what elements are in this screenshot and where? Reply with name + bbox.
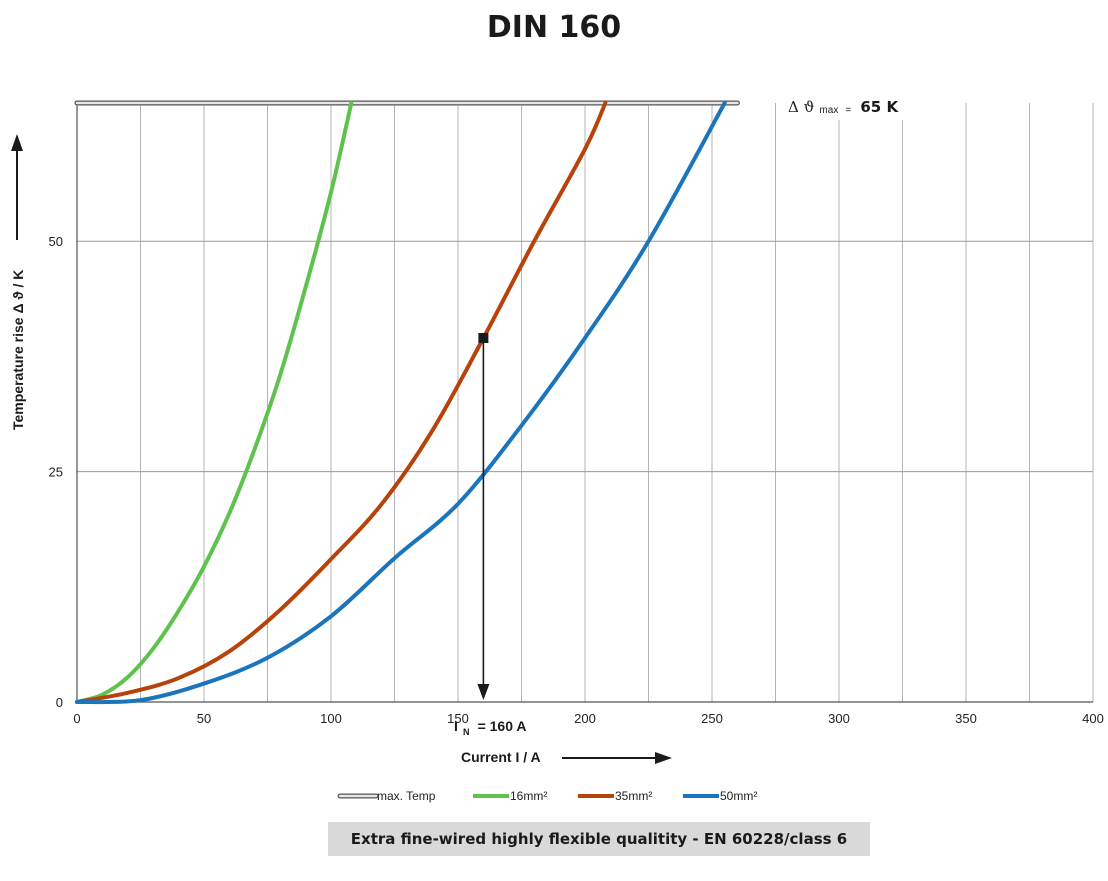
footer-note: Extra fine-wired highly flexible qualiti… [328, 822, 870, 856]
legend-label: 35mm² [615, 789, 652, 803]
x-tick-label: 150 [447, 711, 469, 726]
max-temp-label-bg [778, 96, 904, 120]
series-lines [74, 100, 740, 705]
max-temp-symbol: Δ ϑ [788, 98, 815, 116]
y-tick-label: 50 [49, 234, 63, 249]
x-tick-label: 0 [73, 711, 80, 726]
max-temp-value: 65 K [860, 98, 899, 116]
x-tick-label: 100 [320, 711, 342, 726]
chart-title: DIN 160 [487, 10, 621, 45]
legend-label: 16mm² [510, 789, 547, 803]
legend-label: max. Temp [377, 789, 436, 803]
y-axis-arrow [11, 134, 23, 240]
x-tick-label: 400 [1082, 711, 1104, 726]
rated-current-annotation [477, 332, 490, 700]
y-ticks: 0 25 50 [49, 234, 63, 710]
legend: max. Temp 16mm² 35mm² 50mm² [337, 789, 757, 803]
y-tick-label: 0 [56, 695, 63, 710]
x-tick-label: 300 [828, 711, 850, 726]
y-tick-label: 25 [49, 465, 63, 480]
y-axis-label: Temperature rise Δ ϑ / K [10, 270, 26, 430]
x-axis-arrow [562, 752, 672, 764]
series-35mm-line [75, 101, 608, 704]
series-50mm-line [75, 101, 727, 705]
grid [76, 96, 1094, 703]
legend-label: 50mm² [720, 789, 757, 803]
x-axis-label: Current I / A [461, 749, 541, 765]
max-temp-label: Δ ϑ max = 65 K [788, 97, 899, 117]
max-temp-subscript: max [819, 105, 838, 116]
x-ticks: 0 50 100 150 200 250 300 350 400 [73, 711, 1103, 726]
x-tick-label: 50 [197, 711, 211, 726]
x-tick-label: 350 [955, 711, 977, 726]
rated-current-marker [478, 332, 489, 343]
x-tick-label: 200 [574, 711, 596, 726]
x-tick-label: 250 [701, 711, 723, 726]
max-temp-eq: = [845, 105, 851, 116]
rated-current-arrow-head [477, 684, 490, 700]
rated-current-label: I N = 160 A [454, 716, 526, 739]
series-16mm-line [75, 101, 354, 704]
